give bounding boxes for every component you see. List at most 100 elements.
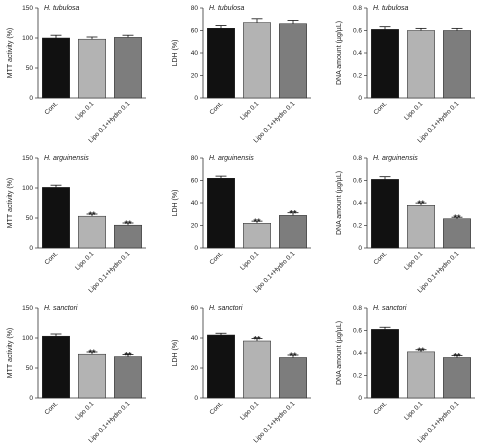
bar bbox=[114, 356, 142, 399]
bar bbox=[243, 340, 271, 399]
category-label: Cont. bbox=[208, 100, 224, 116]
category-label: Cont. bbox=[208, 250, 224, 266]
category-label: Cont. bbox=[208, 400, 224, 416]
y-tick-label: 0.2 bbox=[353, 373, 362, 380]
y-tick-label: 0.6 bbox=[353, 328, 362, 335]
y-tick-label: 80 bbox=[191, 155, 199, 162]
chart-panel: 0 50 100 150 MTT activity (%) H. arguinensis C… bbox=[7, 155, 146, 294]
significance-label: ** bbox=[417, 199, 425, 209]
category-label: Lipo 0.1 bbox=[239, 400, 261, 422]
bar bbox=[279, 357, 307, 399]
significance-label: ** bbox=[253, 217, 261, 227]
bar bbox=[78, 353, 106, 399]
y-tick-label: 150 bbox=[22, 305, 33, 312]
bar bbox=[207, 178, 235, 249]
y-tick-label: 0.8 bbox=[353, 305, 362, 312]
y-tick-label: 0.4 bbox=[353, 200, 362, 207]
y-tick-label: 20 bbox=[191, 73, 199, 80]
chart-panel: 0 20 40 60 80 LDH (%) H. tubulosa Cont. Lipo 0.1… bbox=[172, 5, 311, 144]
panel-title: H. sanctori bbox=[44, 305, 78, 312]
bar bbox=[443, 357, 471, 399]
category-label: Lipo 0.1+Hydro 0.1 bbox=[87, 400, 131, 444]
category-label: Lipo 0.1 bbox=[403, 250, 425, 272]
category-label: Lipo 0.1 bbox=[74, 250, 96, 272]
y-tick-label: 20 bbox=[191, 365, 199, 372]
category-label: Lipo 0.1+Hydro 0.1 bbox=[416, 400, 460, 444]
y-axis-title: DNA amount (µg/µL) bbox=[336, 171, 343, 235]
y-tick-label: 0 bbox=[29, 245, 33, 252]
y-tick-label: 60 bbox=[191, 28, 199, 35]
y-tick-label: 50 bbox=[26, 365, 34, 372]
category-label: Cont. bbox=[372, 100, 388, 116]
y-tick-label: 0 bbox=[194, 95, 198, 102]
y-tick-label: 0.4 bbox=[353, 350, 362, 357]
category-label: Lipo 0.1+Hydro 0.1 bbox=[87, 100, 131, 144]
y-axis-title: DNA amount (µg/µL) bbox=[336, 21, 343, 85]
y-tick-label: 0.6 bbox=[353, 28, 362, 35]
panel-title: H. arguinensis bbox=[373, 155, 418, 162]
category-label: Lipo 0.1+Hydro 0.1 bbox=[416, 250, 460, 294]
chart-panel: 0 0.2 0.4 0.6 0.8 DNA amount (µg/µL) H. tubulo… bbox=[336, 5, 475, 144]
y-tick-label: 0 bbox=[194, 395, 198, 402]
panel-title: H. tubulosa bbox=[44, 5, 80, 12]
panel-title: H. sanctori bbox=[209, 305, 243, 312]
significance-label: ** bbox=[88, 210, 96, 220]
bar bbox=[279, 215, 307, 249]
y-tick-label: 80 bbox=[191, 5, 199, 12]
bar bbox=[279, 23, 307, 99]
significance-label: ** bbox=[88, 348, 96, 358]
bar bbox=[78, 38, 106, 99]
significance-label: ** bbox=[124, 350, 132, 360]
y-axis-title: LDH (%) bbox=[172, 40, 179, 67]
significance-label: ** bbox=[289, 351, 297, 361]
bar bbox=[207, 28, 235, 99]
bar bbox=[443, 30, 471, 99]
category-label: Lipo 0.1 bbox=[239, 250, 261, 272]
category-label: Cont. bbox=[43, 400, 59, 416]
bar bbox=[114, 37, 142, 99]
chart-panel: 0 20 40 60 LDH (%) H. sanctori Cont. ** Lipo 0.1… bbox=[172, 305, 311, 444]
panel-title: H. sanctori bbox=[373, 305, 407, 312]
category-label: Lipo 0.1 bbox=[403, 100, 425, 122]
y-tick-label: 40 bbox=[191, 50, 199, 57]
category-label: Lipo 0.1 bbox=[74, 100, 96, 122]
y-tick-label: 0.8 bbox=[353, 5, 362, 12]
bar bbox=[407, 205, 435, 249]
y-tick-label: 60 bbox=[191, 178, 199, 185]
significance-label: ** bbox=[124, 219, 132, 229]
bar bbox=[42, 187, 70, 249]
category-label: Lipo 0.1+Hydro 0.1 bbox=[252, 250, 296, 294]
y-tick-label: 100 bbox=[22, 35, 33, 42]
y-tick-label: 40 bbox=[191, 200, 199, 207]
bar bbox=[371, 29, 399, 99]
y-tick-label: 50 bbox=[26, 215, 34, 222]
y-tick-label: 0.6 bbox=[353, 178, 362, 185]
y-tick-label: 150 bbox=[22, 5, 33, 12]
significance-label: ** bbox=[453, 213, 461, 223]
y-tick-label: 60 bbox=[191, 305, 199, 312]
significance-label: ** bbox=[253, 335, 261, 345]
bar bbox=[443, 218, 471, 249]
y-tick-label: 100 bbox=[22, 185, 33, 192]
category-label: Lipo 0.1+Hydro 0.1 bbox=[252, 400, 296, 444]
category-label: Lipo 0.1 bbox=[74, 400, 96, 422]
y-tick-label: 100 bbox=[22, 335, 33, 342]
bar bbox=[207, 334, 235, 399]
chart-panel: 0 20 40 60 80 LDH (%) H. arguinensis Cont. ** Lip… bbox=[172, 155, 311, 294]
category-label: Lipo 0.1 bbox=[239, 100, 261, 122]
bar bbox=[78, 215, 106, 249]
y-axis-title: DNA amount (µg/µL) bbox=[336, 321, 343, 385]
chart-panel: 0 0.2 0.4 0.6 0.8 DNA amount (µg/µL) H. sancto… bbox=[336, 305, 475, 444]
panel-title: H. tubulosa bbox=[373, 5, 409, 12]
bar bbox=[371, 329, 399, 399]
category-label: Lipo 0.1+Hydro 0.1 bbox=[416, 100, 460, 144]
y-axis-title: LDH (%) bbox=[172, 190, 179, 217]
y-tick-label: 0 bbox=[358, 395, 362, 402]
category-label: Lipo 0.1+Hydro 0.1 bbox=[252, 100, 296, 144]
y-tick-label: 0 bbox=[29, 395, 33, 402]
y-tick-label: 0 bbox=[194, 245, 198, 252]
y-axis-title: LDH (%) bbox=[172, 340, 179, 367]
y-axis-title: MTT activity (%) bbox=[7, 328, 14, 378]
significance-label: ** bbox=[417, 346, 425, 356]
